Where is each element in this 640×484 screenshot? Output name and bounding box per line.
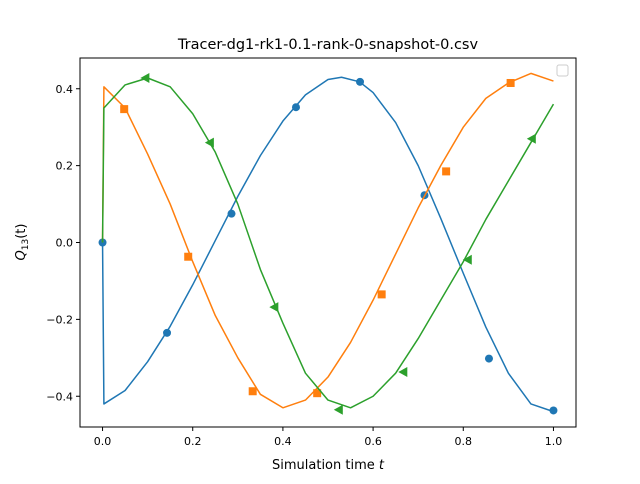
series-3-point: [204, 137, 214, 148]
y-axis-label-sub: 13: [21, 239, 31, 250]
y-axis: −0.4 −0.2 0.0 0.2 0.4: [46, 83, 80, 403]
x-tick-label: 0.2: [184, 435, 202, 448]
series-3-point: [398, 367, 408, 378]
series-3-point: [269, 302, 279, 313]
y-axis-label-base: Q: [14, 250, 29, 260]
y-tick-label: 0.2: [56, 160, 74, 173]
series-1-point: [356, 77, 365, 86]
series-1-line: [101, 76, 554, 413]
series-2-point: [120, 105, 129, 114]
x-tick-label: 0.0: [94, 435, 112, 448]
legend-box: [556, 64, 569, 77]
series-2-point: [313, 389, 322, 398]
series-1-point: [98, 238, 107, 247]
series-3-point: [140, 72, 150, 83]
series-2-line: [101, 72, 554, 409]
chart-title: Tracer-dg1-rk1-0.1-rank-0-snapshot-0.csv: [177, 37, 479, 53]
series-2-point: [442, 167, 451, 176]
x-tick-label: 1.0: [545, 435, 563, 448]
series-2-point: [248, 387, 257, 396]
y-tick-label: −0.4: [46, 390, 73, 403]
series-3-line: [101, 77, 555, 409]
series-1-point: [484, 354, 493, 363]
y-tick-label: 0.4: [56, 83, 74, 96]
series-1-point: [227, 209, 236, 218]
plot-area: [98, 72, 558, 415]
series-1-point: [163, 328, 172, 337]
x-tick-label: 0.6: [364, 435, 382, 448]
series-3-point: [462, 254, 472, 265]
series-2: [101, 72, 554, 409]
y-axis-label: Q13(t): [14, 224, 31, 261]
series-2-point: [506, 78, 515, 87]
y-tick-label: −0.2: [46, 313, 73, 326]
series-1-point: [549, 406, 558, 415]
series-3: [101, 72, 555, 415]
series-2-point: [377, 290, 386, 299]
x-axis-label-var: t: [379, 458, 385, 473]
x-axis: 0.0 0.2 0.4 0.6 0.8 1.0: [94, 427, 562, 448]
series-1-point: [291, 103, 300, 112]
x-tick-label: 0.8: [455, 435, 473, 448]
y-tick-label: 0.0: [56, 237, 74, 250]
series-3-point: [333, 404, 343, 415]
series-3-point: [526, 133, 536, 144]
series-2-point: [184, 252, 193, 261]
x-tick-label: 0.4: [274, 435, 292, 448]
x-axis-label-text: Simulation time: [272, 458, 375, 473]
x-axis-label: Simulation time t: [272, 458, 385, 473]
y-axis-label-arg: (t): [14, 224, 29, 239]
